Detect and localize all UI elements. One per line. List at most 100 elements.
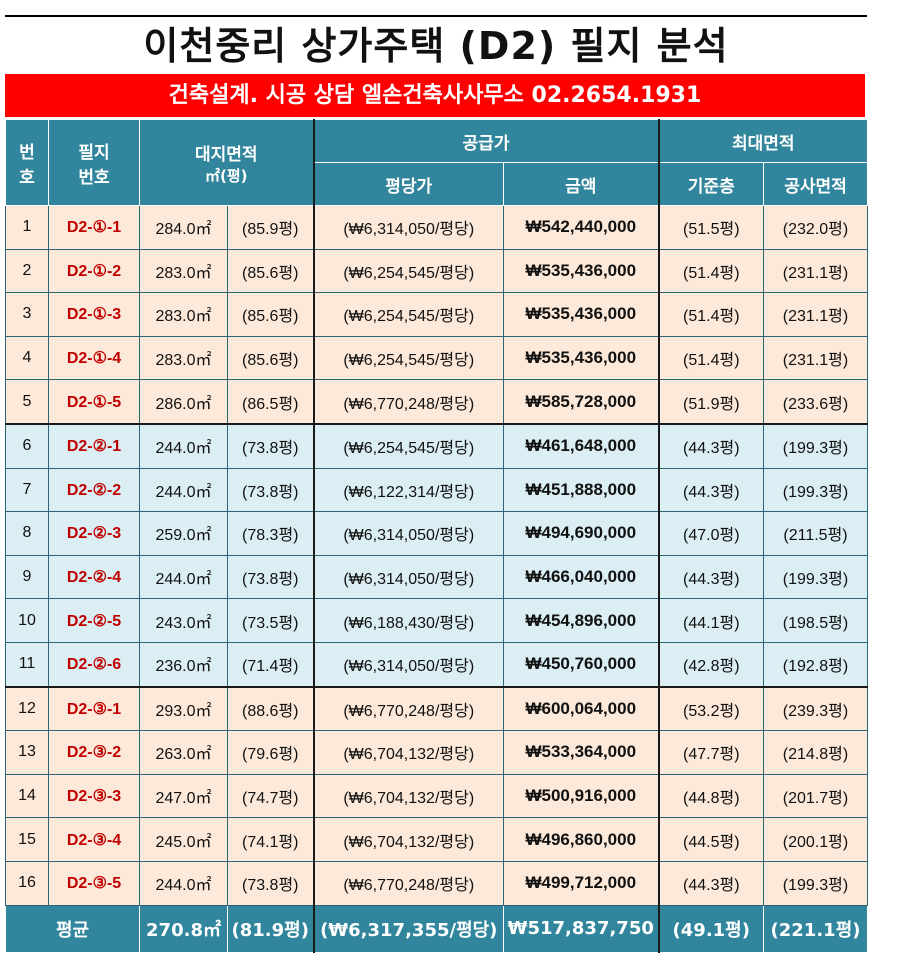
page-title: 이천중리 상가주택 (D2) 필지 분석 — [143, 24, 729, 68]
row-base-floor: (51.5평) — [658, 205, 765, 250]
average-label: 평균 — [5, 904, 140, 953]
row-no: 13 — [5, 730, 49, 775]
row-unit-price: (₩6,770,248/평당) — [313, 860, 504, 906]
row-no: 10 — [5, 598, 49, 643]
row-base-floor: (44.3평) — [658, 422, 765, 469]
row-no: 15 — [5, 817, 49, 862]
row-no: 16 — [5, 860, 49, 906]
row-construction-area: (214.8평) — [763, 730, 869, 775]
header-area-top: 대지면적 — [194, 144, 258, 165]
row-lot: D2-③-2 — [48, 730, 140, 775]
row-sqm: 286.0㎡ — [139, 379, 228, 425]
row-base-floor: (53.2평) — [658, 685, 765, 732]
row-pyeong: (73.8평) — [227, 422, 315, 469]
row-no: 8 — [5, 511, 49, 556]
row-pyeong: (79.6평) — [227, 730, 315, 775]
row-base-floor: (44.3평) — [658, 467, 765, 513]
row-pyeong: (73.8평) — [227, 554, 315, 600]
table-row: 7 D2-②-2 244.0㎡ (73.8평) (₩6,122,314/평당) ₩451,… — [5, 467, 869, 513]
row-unit-price: (₩6,314,050/평당) — [313, 205, 504, 250]
header-no-top: 번 — [19, 142, 35, 163]
table-row: 5 D2-①-5 286.0㎡ (86.5평) (₩6,770,248/평당) ₩585,… — [5, 379, 869, 425]
row-base-floor: (44.5평) — [658, 817, 765, 862]
row-lot: D2-③-3 — [48, 773, 140, 819]
row-base-floor: (51.4평) — [658, 248, 765, 294]
row-pyeong: (73.8평) — [227, 860, 315, 906]
row-base-floor: (44.3평) — [658, 860, 765, 906]
row-unit-price: (₩6,188,430/평당) — [313, 598, 504, 643]
row-no: 4 — [5, 335, 49, 381]
row-base-floor: (47.7평) — [658, 730, 765, 775]
table-row: 16 D2-③-5 244.0㎡ (73.8평) (₩6,770,248/평당) ₩499… — [5, 860, 869, 906]
table-row: 13 D2-③-2 263.0㎡ (79.6평) (₩6,704,132/평당) ₩533… — [5, 730, 869, 775]
header-no-bottom: 호 — [19, 167, 35, 188]
row-sqm: 293.0㎡ — [139, 685, 228, 732]
row-lot: D2-③-1 — [48, 685, 140, 732]
row-sqm: 259.0㎡ — [139, 511, 228, 556]
row-unit-price: (₩6,314,050/평당) — [313, 554, 504, 600]
row-pyeong: (85.6평) — [227, 248, 315, 294]
table-row: 8 D2-②-3 259.0㎡ (78.3평) (₩6,314,050/평당) ₩494,… — [5, 511, 869, 556]
average-base-floor: (49.1평) — [658, 904, 765, 953]
row-no: 1 — [5, 205, 49, 250]
row-construction-area: (231.1평) — [763, 248, 869, 294]
row-amount: ₩450,760,000 — [502, 641, 660, 688]
row-construction-area: (201.7평) — [763, 773, 869, 819]
row-lot: D2-②-5 — [48, 598, 140, 643]
row-amount: ₩542,440,000 — [502, 205, 660, 250]
row-pyeong: (85.6평) — [227, 335, 315, 381]
table-row: 14 D2-③-3 247.0㎡ (74.7평) (₩6,704,132/평당) ₩500… — [5, 773, 869, 819]
table-row: 10 D2-②-5 243.0㎡ (73.5평) (₩6,188,430/평당) ₩454… — [5, 598, 869, 643]
row-pyeong: (85.6평) — [227, 292, 315, 337]
row-no: 6 — [5, 422, 49, 469]
row-lot: D2-①-1 — [48, 205, 140, 250]
row-sqm: 263.0㎡ — [139, 730, 228, 775]
row-lot: D2-③-4 — [48, 817, 140, 862]
row-amount: ₩585,728,000 — [502, 379, 660, 425]
row-unit-price: (₩6,704,132/평당) — [313, 817, 504, 862]
row-construction-area: (192.8평) — [763, 641, 869, 688]
average-pyeong: (81.9평) — [227, 904, 315, 953]
header-lot: 필지 번호 — [48, 119, 140, 206]
header-lot-bottom: 번호 — [78, 167, 110, 188]
row-amount: ₩535,436,000 — [502, 292, 660, 337]
row-pyeong: (74.7평) — [227, 773, 315, 819]
row-sqm: 284.0㎡ — [139, 205, 228, 250]
row-unit-price: (₩6,254,545/평당) — [313, 422, 504, 469]
row-lot: D2-②-6 — [48, 641, 140, 688]
row-amount: ₩533,364,000 — [502, 730, 660, 775]
row-sqm: 243.0㎡ — [139, 598, 228, 643]
row-no: 2 — [5, 248, 49, 294]
row-unit-price: (₩6,704,132/평당) — [313, 773, 504, 819]
row-pyeong: (88.6평) — [227, 685, 315, 732]
header-lot-top: 필지 — [78, 142, 110, 163]
row-unit-price: (₩6,770,248/평당) — [313, 379, 504, 425]
row-base-floor: (44.8평) — [658, 773, 765, 819]
row-lot: D2-①-3 — [48, 292, 140, 337]
row-construction-area: (199.3평) — [763, 422, 869, 469]
table-row: 6 D2-②-1 244.0㎡ (73.8평) (₩6,254,545/평당) ₩461,… — [5, 422, 869, 469]
header-area-unit: ㎡(평) — [204, 166, 248, 185]
table-row: 1 D2-①-1 284.0㎡ (85.9평) (₩6,314,050/평당) ₩542,… — [5, 205, 869, 250]
header-amount: 금액 — [502, 162, 660, 206]
row-no: 11 — [5, 641, 49, 688]
row-amount: ₩454,896,000 — [502, 598, 660, 643]
header-base-floor: 기준층 — [658, 162, 765, 206]
table-row: 15 D2-③-4 245.0㎡ (74.1평) (₩6,704,132/평당) ₩496… — [5, 817, 869, 862]
header-site-area: 대지면적 ㎡(평) — [139, 119, 315, 206]
average-unit-price: (₩6,317,355/평당) — [313, 904, 504, 953]
lot-analysis-table: 번 호 필지 번호 대지면적 ㎡(평) 공급가 최대면적 평당가 금액 기준층 … — [5, 119, 869, 953]
header-supply: 공급가 — [312, 119, 660, 163]
row-sqm: 283.0㎡ — [139, 248, 228, 294]
table-row: 2 D2-①-2 283.0㎡ (85.6평) (₩6,254,545/평당) ₩535,… — [5, 248, 869, 294]
row-lot: D2-②-3 — [48, 511, 140, 556]
contact-banner: 건축설계. 시공 상담 엘손건축사사무소 02.2654.1931 — [5, 74, 865, 117]
row-construction-area: (198.5평) — [763, 598, 869, 643]
row-sqm: 244.0㎡ — [139, 422, 228, 469]
row-pyeong: (71.4평) — [227, 641, 315, 688]
row-pyeong: (74.1평) — [227, 817, 315, 862]
header-no: 번 호 — [5, 119, 49, 206]
row-pyeong: (85.9평) — [227, 205, 315, 250]
row-lot: D2-②-4 — [48, 554, 140, 600]
row-construction-area: (239.3평) — [763, 685, 869, 732]
